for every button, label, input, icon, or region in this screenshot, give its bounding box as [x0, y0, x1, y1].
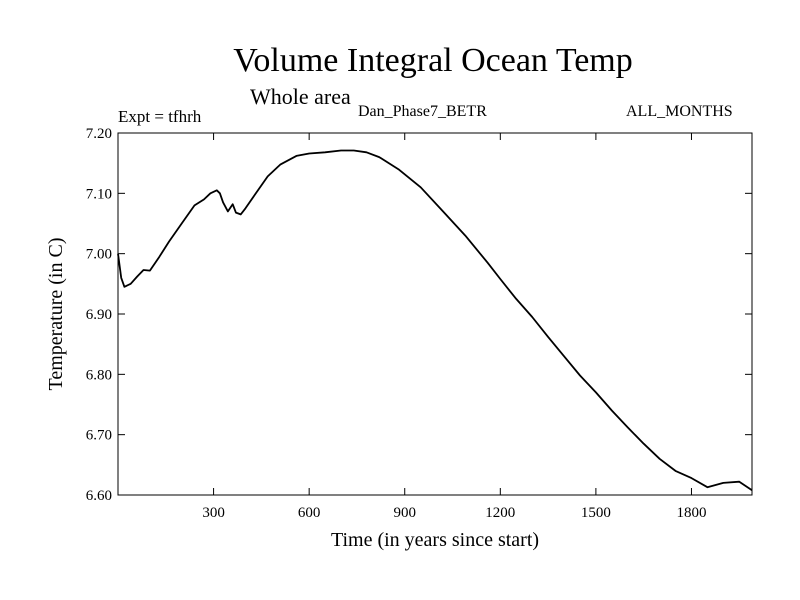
y-axis-label: Temperature (in C): [45, 238, 67, 391]
plot-frame: [117, 132, 753, 496]
chart-subtitle: Whole area: [250, 84, 351, 109]
x-axis-label: Time (in years since start): [331, 529, 539, 551]
y-tick-label: 6.80: [86, 367, 112, 383]
x-tick-label: 600: [298, 505, 321, 521]
y-tick-label: 6.90: [86, 307, 112, 323]
y-tick-label: 7.20: [86, 126, 112, 142]
experiment-label: Expt = tfhrh: [118, 107, 202, 126]
x-tick-label: 1500: [581, 505, 611, 521]
chart-title: Volume Integral Ocean Temp: [233, 42, 633, 79]
y-tick-label: 6.70: [86, 428, 112, 444]
x-axis: 300 600 900 1200 1500 1800: [202, 133, 706, 521]
period-label: ALL_MONTHS: [626, 103, 733, 120]
x-tick-label: 1800: [676, 505, 706, 521]
dataset-label: Dan_Phase7_BETR: [358, 103, 487, 120]
y-tick-label: 6.60: [86, 488, 112, 504]
y-axis: 6.60 6.70 6.80 6.90 7.00 7.10 7.20: [86, 126, 752, 504]
series-group: [117, 149, 753, 491]
y-tick-label: 7.10: [86, 186, 112, 202]
x-tick-label: 900: [393, 505, 416, 521]
series-line: [117, 149, 753, 491]
x-tick-label: 300: [202, 505, 225, 521]
x-tick-label: 1200: [485, 505, 515, 521]
y-tick-label: 7.00: [86, 247, 112, 263]
